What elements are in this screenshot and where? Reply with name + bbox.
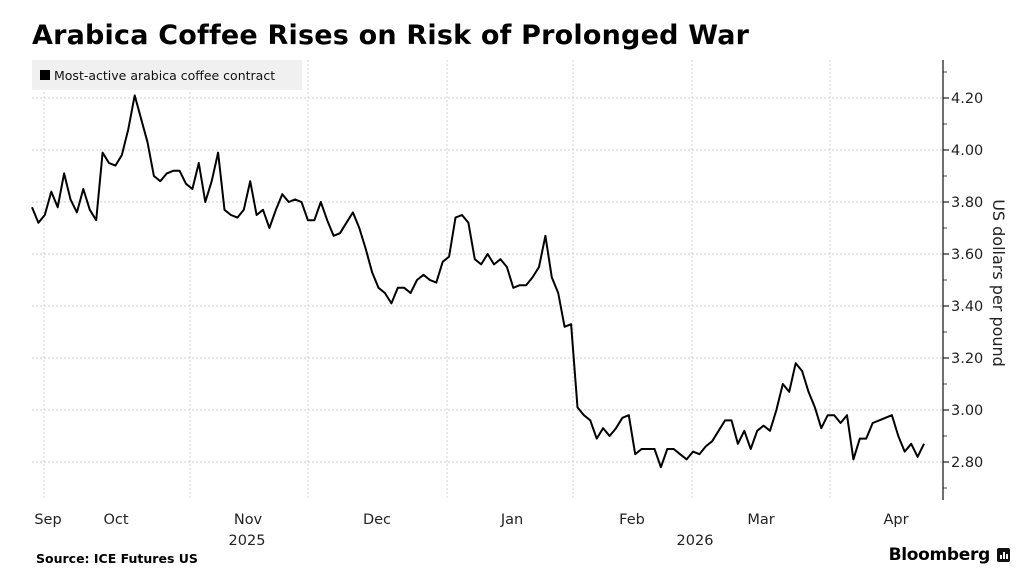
brand: Bloomberg (889, 545, 1010, 565)
source-note: Source: ICE Futures US (36, 551, 198, 566)
bloomberg-wordmark: Bloomberg (888, 545, 991, 565)
x-tick-label: Dec (363, 512, 391, 528)
x-tick-label: Nov (234, 512, 263, 528)
y-tick-label: 4.20 (951, 91, 983, 107)
x-year-label: 2026 (677, 533, 714, 549)
legend: Most-active arabica coffee contract (32, 60, 302, 90)
y-tick-label: 3.80 (951, 195, 983, 211)
y-tick-label: 3.20 (951, 351, 983, 367)
chart-title: Arabica Coffee Rises on Risk of Prolonge… (32, 20, 750, 51)
y-axis-label: US dollars per pound (989, 199, 1008, 367)
x-tick-label: Mar (747, 512, 774, 528)
y-tick-label: 4.00 (951, 143, 983, 159)
legend-swatch (40, 70, 50, 80)
y-tick-label: 3.40 (951, 299, 983, 315)
series-layer (31, 94, 925, 469)
x-year-label: 2025 (229, 533, 266, 549)
legend-label: Most-active arabica coffee contract (54, 67, 276, 83)
x-tick-label: Feb (619, 512, 645, 528)
y-tick-label: 3.00 (951, 403, 983, 419)
x-tick-label: Sep (34, 512, 61, 528)
x-axis: Sep Oct Nov Dec Jan Feb Mar Apr 2025 2026 (34, 512, 908, 549)
gridlines (32, 60, 943, 500)
x-tick-label: Jan (500, 512, 523, 528)
y-tick-label: 2.80 (951, 455, 983, 471)
series-line (31, 94, 925, 469)
x-tick-label: Oct (103, 512, 128, 528)
y-tick-label: 3.60 (951, 247, 983, 263)
x-tick-label: Apr (883, 512, 908, 528)
bloomberg-chart-icon (997, 548, 1010, 562)
y-axis: 2.80 3.00 3.20 3.40 3.60 3.80 4.00 4.20 (942, 60, 983, 500)
